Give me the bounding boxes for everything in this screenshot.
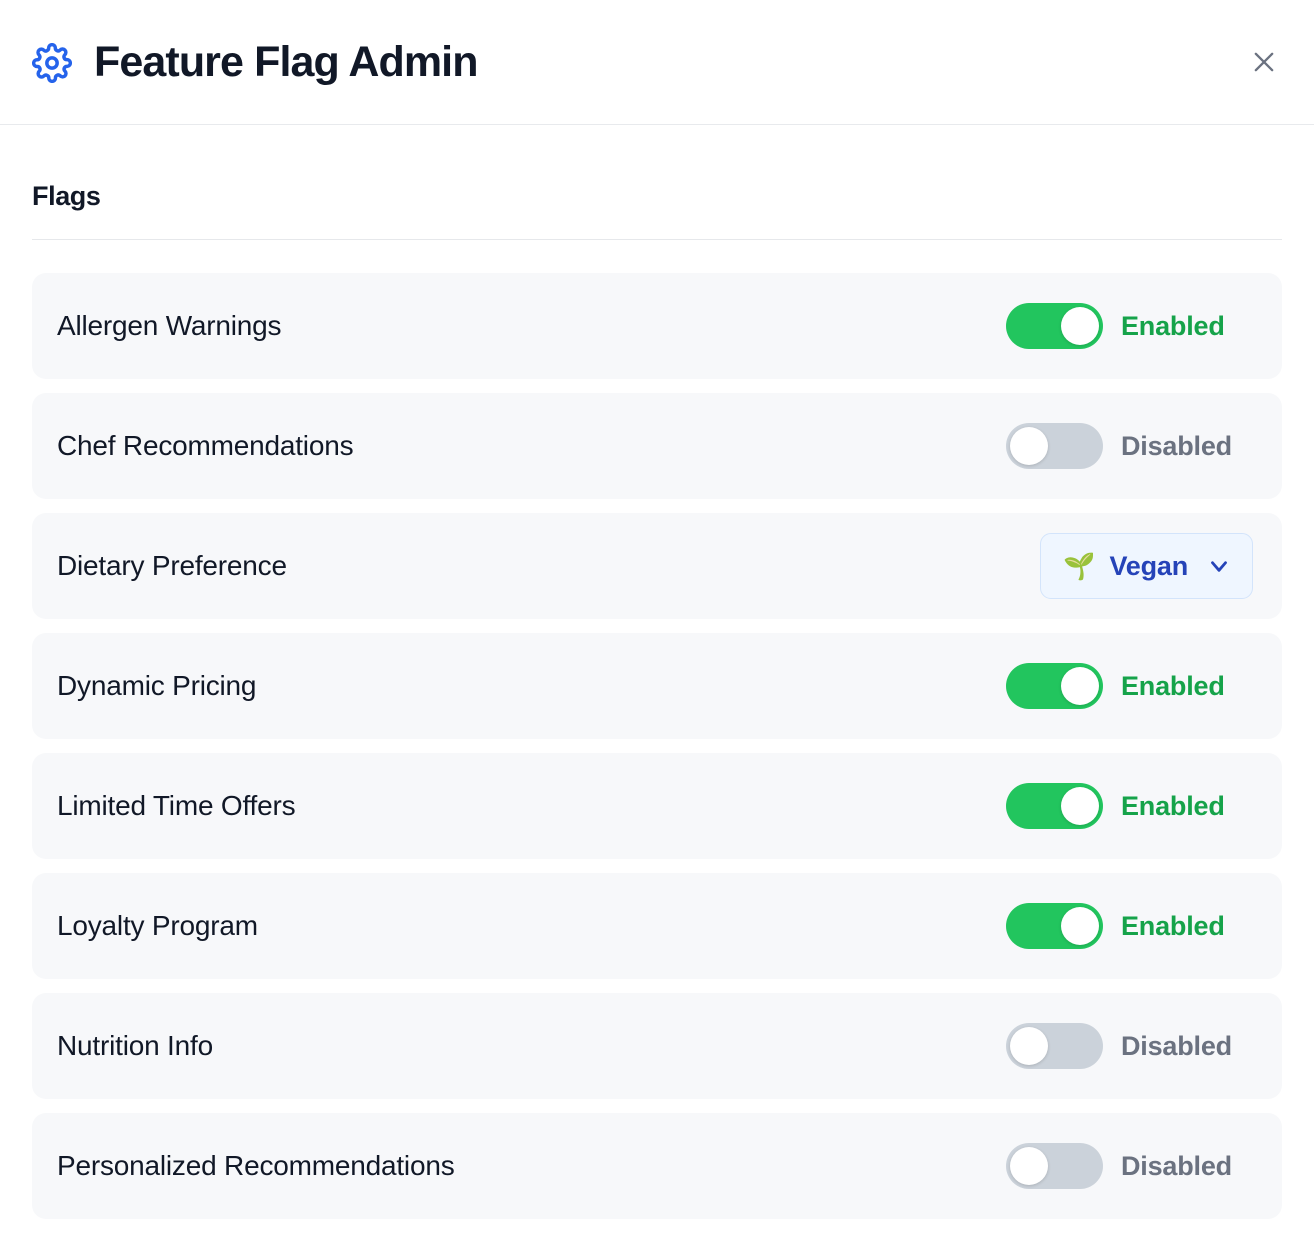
close-icon (1250, 48, 1278, 76)
toggle-knob (1010, 427, 1048, 465)
flag-row: Chef Recommendations Disabled (32, 393, 1282, 499)
dialog-body: Flags Allergen Warnings Enabled Chef Recom… (0, 125, 1314, 1219)
flag-control: Enabled (1006, 783, 1253, 829)
flag-state-label: Disabled (1121, 1030, 1232, 1061)
flag-toggle[interactable] (1006, 423, 1103, 469)
flag-label: Limited Time Offers (57, 790, 296, 821)
close-button[interactable] (1238, 36, 1290, 88)
flag-state-label: Enabled (1121, 670, 1225, 701)
flag-state-label: Disabled (1121, 1150, 1232, 1181)
flag-toggle[interactable] (1006, 1023, 1103, 1069)
flag-label: Allergen Warnings (57, 310, 282, 341)
flag-label: Loyalty Program (57, 910, 258, 941)
flag-control: Disabled (1006, 1023, 1253, 1069)
flag-state-label: Disabled (1121, 430, 1232, 461)
select-value: Vegan (1109, 550, 1188, 581)
toggle-knob (1010, 1147, 1048, 1185)
flag-toggle[interactable] (1006, 663, 1103, 709)
flag-label: Personalized Recommendations (57, 1150, 455, 1181)
flag-row: Dynamic Pricing Enabled (32, 633, 1282, 739)
toggle-knob (1061, 667, 1099, 705)
flag-row: Personalized Recommendations Disabled (32, 1113, 1282, 1219)
toggle-knob (1061, 307, 1099, 345)
flag-row: Nutrition Info Disabled (32, 993, 1282, 1099)
flag-control: Enabled (1006, 303, 1253, 349)
chevron-down-icon (1202, 553, 1232, 579)
flag-list: Allergen Warnings Enabled Chef Recommendat… (32, 273, 1282, 1219)
flag-control: Disabled (1006, 423, 1253, 469)
flag-label: Nutrition Info (57, 1030, 213, 1061)
flag-row: Limited Time Offers Enabled (32, 753, 1282, 859)
flag-control: 🌱 Vegan (1040, 533, 1253, 599)
flag-row: Dietary Preference 🌱 Vegan (32, 513, 1282, 619)
seedling-icon: 🌱 (1063, 551, 1096, 581)
toggle-knob (1061, 907, 1099, 945)
flag-row: Loyalty Program Enabled (32, 873, 1282, 979)
flag-state-label: Enabled (1121, 910, 1225, 941)
section-divider (32, 239, 1282, 240)
flag-row: Allergen Warnings Enabled (32, 273, 1282, 379)
gear-icon (32, 41, 72, 83)
flag-state-label: Enabled (1121, 310, 1225, 341)
flag-toggle[interactable] (1006, 903, 1103, 949)
flag-toggle[interactable] (1006, 1143, 1103, 1189)
toggle-knob (1010, 1027, 1048, 1065)
flag-control: Enabled (1006, 903, 1253, 949)
flag-label: Dynamic Pricing (57, 670, 257, 701)
page-title: Feature Flag Admin (94, 37, 478, 86)
flags-section-title: Flags (32, 181, 101, 211)
flag-control: Disabled (1006, 1143, 1253, 1189)
flag-toggle[interactable] (1006, 303, 1103, 349)
flag-control: Enabled (1006, 663, 1253, 709)
dietary-preference-select[interactable]: 🌱 Vegan (1040, 533, 1253, 599)
flag-toggle[interactable] (1006, 783, 1103, 829)
header-left-group: Feature Flag Admin (32, 37, 478, 86)
flag-label: Dietary Preference (57, 550, 287, 581)
flag-state-label: Enabled (1121, 790, 1225, 821)
toggle-knob (1061, 787, 1099, 825)
flag-label: Chef Recommendations (57, 430, 354, 461)
dialog-header: Feature Flag Admin (0, 0, 1314, 125)
